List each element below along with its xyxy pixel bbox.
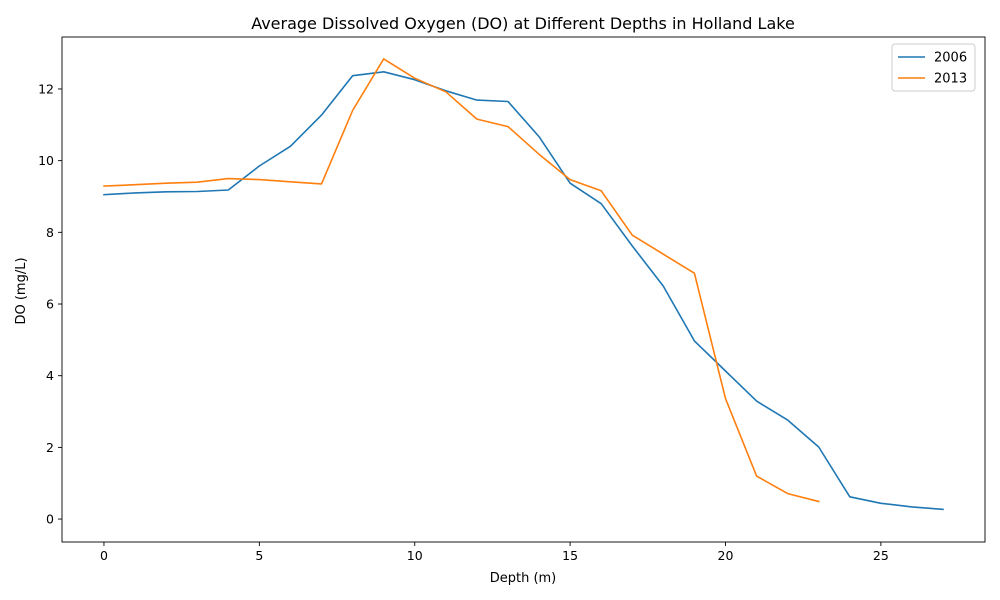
plot-area bbox=[61, 36, 986, 543]
x-tick-label: 5 bbox=[255, 548, 263, 563]
series-line-2013 bbox=[103, 58, 820, 503]
x-axis-label: Depth (m) bbox=[490, 571, 557, 586]
x-tick-label: 0 bbox=[100, 548, 108, 563]
y-tick-label: 8 bbox=[46, 225, 54, 240]
series-line-2006 bbox=[103, 71, 944, 511]
y-tick-label: 12 bbox=[38, 81, 54, 96]
x-tick-label: 10 bbox=[407, 548, 423, 563]
x-tick-label: 15 bbox=[562, 548, 578, 563]
y-tick-label: 6 bbox=[46, 297, 54, 312]
y-axis: 0 2 4 6 8 10 12 bbox=[38, 81, 62, 527]
plot-frame bbox=[61, 36, 986, 543]
chart-title: Average Dissolved Oxygen (DO) at Differe… bbox=[251, 14, 795, 33]
legend-label-2006: 2006 bbox=[934, 51, 967, 66]
legend: 2006 2013 bbox=[891, 43, 976, 92]
y-tick-label: 10 bbox=[38, 153, 54, 168]
x-axis: 0 5 10 15 20 25 bbox=[100, 542, 889, 563]
y-tick-label: 2 bbox=[46, 440, 54, 455]
x-tick-label: 20 bbox=[718, 548, 734, 563]
y-tick-label: 4 bbox=[46, 368, 54, 383]
y-axis-label: DO (mg/L) bbox=[14, 257, 29, 324]
x-tick-label: 25 bbox=[873, 548, 889, 563]
legend-box bbox=[891, 43, 976, 92]
y-tick-label: 0 bbox=[46, 512, 54, 527]
legend-label-2013: 2013 bbox=[934, 72, 967, 87]
